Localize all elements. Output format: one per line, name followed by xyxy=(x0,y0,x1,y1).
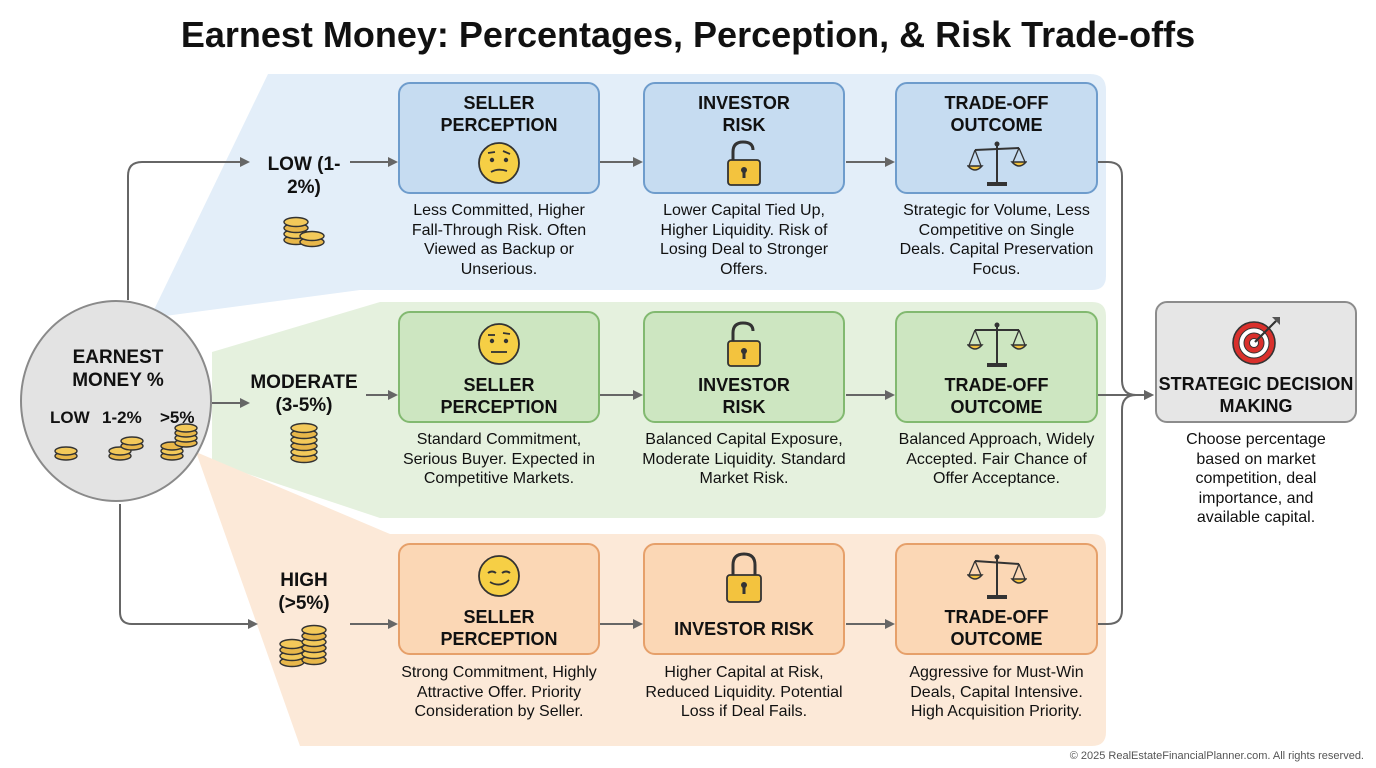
moderate-risk-desc: Balanced Capital Exposure, Moderate Liqu… xyxy=(642,431,846,487)
moderate-trade-off-box: TRADE-OFF OUTCOME xyxy=(895,311,1098,423)
box-title: TRADE-OFF OUTCOME xyxy=(944,607,1049,649)
box-title: SELLER PERCEPTION xyxy=(440,375,558,417)
low-investor-risk-box: INVESTOR RISK xyxy=(643,82,845,194)
low-perception-desc: Less Committed, Higher Fall-Through Risk… xyxy=(411,202,587,278)
box-title: STRATEGIC DECISION MAKING xyxy=(1158,374,1354,416)
moderate-outcome-desc: Balanced Approach, Widely Accepted. Fair… xyxy=(898,431,1095,487)
moderate-investor-risk-box: INVESTOR RISK xyxy=(643,311,845,423)
circle-heading: EARNEST MONEY % xyxy=(72,347,164,391)
box-title: INVESTOR RISK xyxy=(698,375,790,417)
balance-scale-icon xyxy=(966,141,1027,186)
box-title: TRADE-OFF OUTCOME xyxy=(944,93,1049,135)
high-risk-desc: Higher Capital at Risk, Reduced Liquidit… xyxy=(645,664,843,720)
low-trade-off-box: TRADE-OFF OUTCOME xyxy=(895,82,1098,194)
circle-level-low: LOW xyxy=(50,408,90,427)
target-icon xyxy=(1232,317,1280,365)
connector-low xyxy=(127,157,250,300)
coin-stack-icon xyxy=(108,436,144,461)
low-seller-perception-box: SELLER PERCEPTION xyxy=(398,82,600,194)
connector-high xyxy=(119,504,258,629)
coin-stack-icon xyxy=(290,422,318,464)
balance-scale-icon xyxy=(966,554,1027,599)
high-seller-perception-box: SELLER PERCEPTION xyxy=(398,543,600,655)
box-title: INVESTOR RISK xyxy=(698,93,790,135)
low-outcome-desc: Strategic for Volume, Less Competitive o… xyxy=(899,202,1094,278)
strategic-decision-box: STRATEGIC DECISION MAKING xyxy=(1155,301,1357,423)
circle-level-1-2: 1-2% xyxy=(102,408,142,427)
coin-stack-icon xyxy=(160,423,198,461)
coin-stack-icon xyxy=(279,624,327,668)
coin-stack-icon xyxy=(54,446,78,461)
box-title: SELLER PERCEPTION xyxy=(440,93,558,135)
padlock-icon xyxy=(727,140,761,186)
level-low-label: LOW (1-2%) xyxy=(267,154,341,198)
box-title: TRADE-OFF OUTCOME xyxy=(944,375,1049,417)
moderate-seller-perception-box: SELLER PERCEPTION xyxy=(398,311,600,423)
strategic-decision-desc: Choose percentage based on market compet… xyxy=(1186,431,1326,526)
low-band xyxy=(150,74,1106,318)
box-title: SELLER PERCEPTION xyxy=(440,607,558,649)
high-trade-off-box: TRADE-OFF OUTCOME xyxy=(895,543,1098,655)
padlock-icon xyxy=(727,321,761,367)
level-moderate-label: MODERATE (3-5%) xyxy=(250,372,358,416)
high-investor-risk-box: INVESTOR RISK xyxy=(643,543,845,655)
low-risk-desc: Lower Capital Tied Up, Higher Liquidity.… xyxy=(659,202,829,278)
high-perception-desc: Strong Commitment, Highly Attractive Off… xyxy=(401,664,597,720)
earnest-money-circle: EARNEST MONEY % LOW 1-2% >5% xyxy=(20,300,212,502)
circle-level-gt5: >5% xyxy=(160,408,195,427)
neutral-face-icon xyxy=(478,323,520,365)
smirk-face-icon xyxy=(478,555,520,597)
padlock-icon xyxy=(726,552,762,603)
balance-scale-icon xyxy=(966,322,1027,367)
copyright-footer: © 2025 RealEstateFinancialPlanner.com. A… xyxy=(1069,750,1364,762)
level-high-label: HIGH (>5%) xyxy=(278,570,330,614)
page-title: Earnest Money: Percentages, Perception, … xyxy=(180,14,1196,55)
high-outcome-desc: Aggressive for Must-Win Deals, Capital I… xyxy=(909,664,1084,720)
confused-face-icon xyxy=(478,142,520,184)
coin-stack-icon xyxy=(283,216,325,248)
box-title: INVESTOR RISK xyxy=(674,619,814,639)
moderate-perception-desc: Standard Commitment, Serious Buyer. Expe… xyxy=(402,431,596,487)
